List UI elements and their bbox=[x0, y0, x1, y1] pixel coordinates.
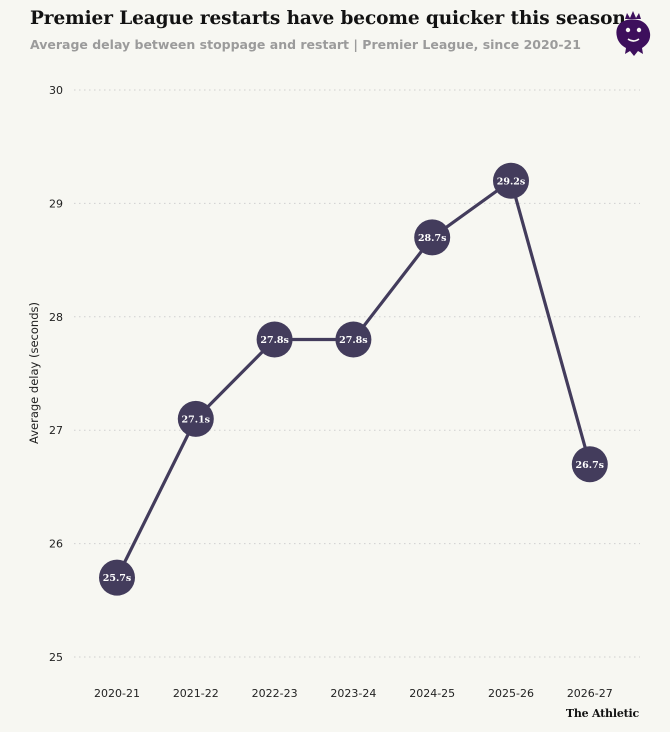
data-point: 27.8s bbox=[335, 321, 372, 358]
x-axis-ticks: 2020-21 2021-22 2022-23 2023-24 2024-25 2025-… bbox=[94, 687, 613, 700]
data-point: 27.1s bbox=[177, 400, 214, 437]
data-point: 27.8s bbox=[256, 321, 293, 358]
data-point-marker bbox=[571, 446, 608, 483]
data-points: 25.7s 27.1s 27.8s 27.8s 28.7s 29.2s 26.7s bbox=[99, 162, 608, 596]
x-tick-label: 2025-26 bbox=[488, 687, 534, 700]
data-point-marker bbox=[335, 321, 372, 358]
y-tick-label: 27 bbox=[49, 424, 63, 437]
y-tick-label: 25 bbox=[49, 651, 63, 664]
data-point: 28.7s bbox=[414, 219, 451, 256]
data-label: 27.8s bbox=[260, 335, 289, 346]
grid-lines bbox=[74, 89, 640, 658]
data-point: 29.2s bbox=[493, 162, 529, 199]
x-tick-label: 2021-22 bbox=[173, 687, 219, 700]
y-tick-label: 26 bbox=[49, 538, 63, 551]
x-tick-label: 2020-21 bbox=[94, 687, 140, 700]
credit-logo: The Athletic bbox=[565, 707, 639, 720]
data-label: 29.2s bbox=[497, 176, 526, 187]
chart-title: Premier League restarts have become quic… bbox=[30, 8, 626, 29]
chart-subtitle: Average delay between stoppage and resta… bbox=[30, 37, 581, 52]
data-point-marker bbox=[99, 559, 135, 596]
premier-league-lion-icon bbox=[616, 11, 651, 56]
x-tick-label: 2023-24 bbox=[330, 687, 376, 700]
data-label: 27.8s bbox=[339, 335, 368, 346]
data-label: 26.7s bbox=[576, 460, 605, 471]
data-point-marker bbox=[414, 219, 451, 256]
y-tick-label: 29 bbox=[49, 197, 63, 210]
series-line bbox=[115, 179, 592, 579]
x-tick-label: 2026-27 bbox=[567, 687, 613, 700]
data-label: 25.7s bbox=[103, 573, 132, 584]
data-point-marker bbox=[177, 400, 214, 437]
data-point-marker bbox=[493, 162, 529, 199]
y-axis-label: Average delay (seconds) bbox=[27, 302, 41, 444]
data-point-marker bbox=[256, 321, 293, 358]
x-tick-label: 2022-23 bbox=[252, 687, 298, 700]
data-point: 25.7s bbox=[99, 559, 135, 596]
y-tick-label: 28 bbox=[49, 311, 63, 324]
x-tick-label: 2024-25 bbox=[409, 687, 455, 700]
data-label: 27.1s bbox=[182, 414, 211, 425]
data-point: 26.7s bbox=[571, 446, 608, 483]
data-label: 28.7s bbox=[418, 233, 447, 244]
y-axis-ticks: 25 26 27 28 29 30 bbox=[49, 84, 63, 664]
y-tick-label: 30 bbox=[49, 84, 63, 97]
